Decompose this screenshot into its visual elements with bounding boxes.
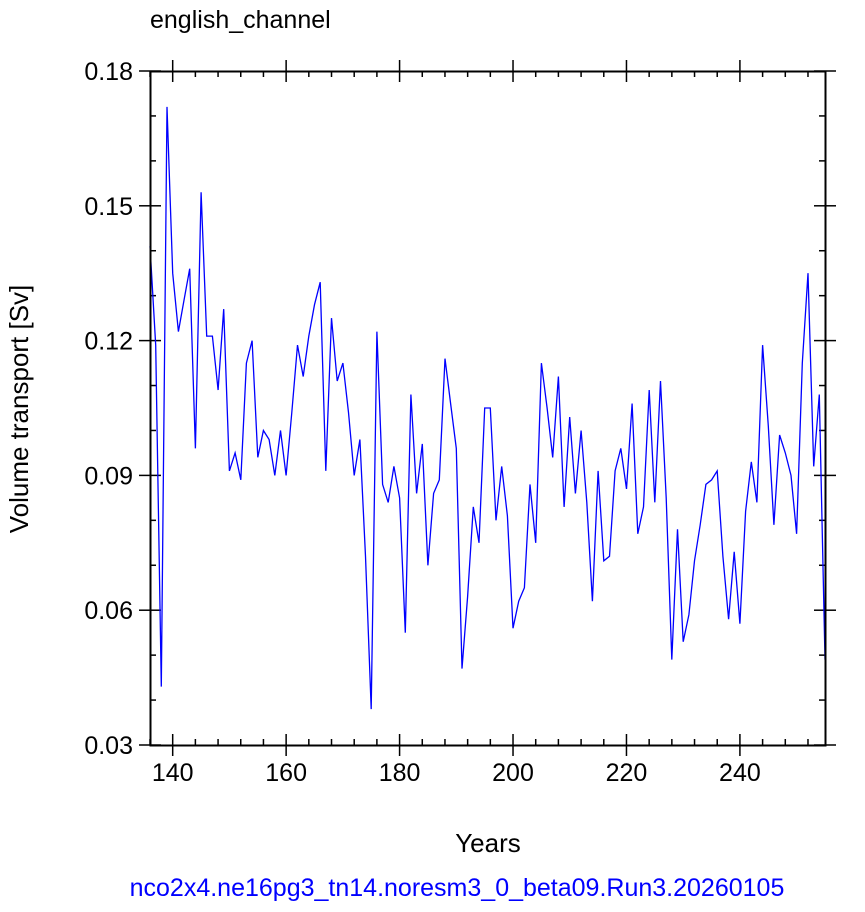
x-tick-label: 140 — [152, 759, 194, 787]
y-axis-label: Volume transport [Sv] — [4, 285, 34, 534]
y-tick-label: 0.06 — [84, 597, 133, 625]
y-tick-label: 0.03 — [84, 732, 133, 760]
y-tick-label: 0.15 — [84, 193, 133, 221]
x-tick-label: 240 — [719, 759, 761, 787]
y-tick-label: 0.12 — [84, 328, 133, 356]
x-tick-label: 180 — [379, 759, 421, 787]
plot-frame — [149, 70, 827, 747]
chart-title: english_channel — [150, 6, 331, 34]
tick-labels: 140 160 180 200 220 240 0.03 0.06 0.09 0.12 0.15 0.… — [84, 58, 760, 787]
x-axis-label: Years — [455, 828, 521, 858]
x-tick-label: 220 — [606, 759, 648, 787]
x-tick-label: 160 — [265, 759, 307, 787]
footer-run-label: nco2x4.ne16pg3_tn14.noresm3_0_beta09.Run… — [130, 874, 785, 902]
y-tick-label: 0.18 — [84, 58, 133, 86]
x-tick-label: 200 — [492, 759, 534, 787]
series-line — [149, 106, 826, 710]
y-tick-label: 0.09 — [84, 462, 133, 490]
